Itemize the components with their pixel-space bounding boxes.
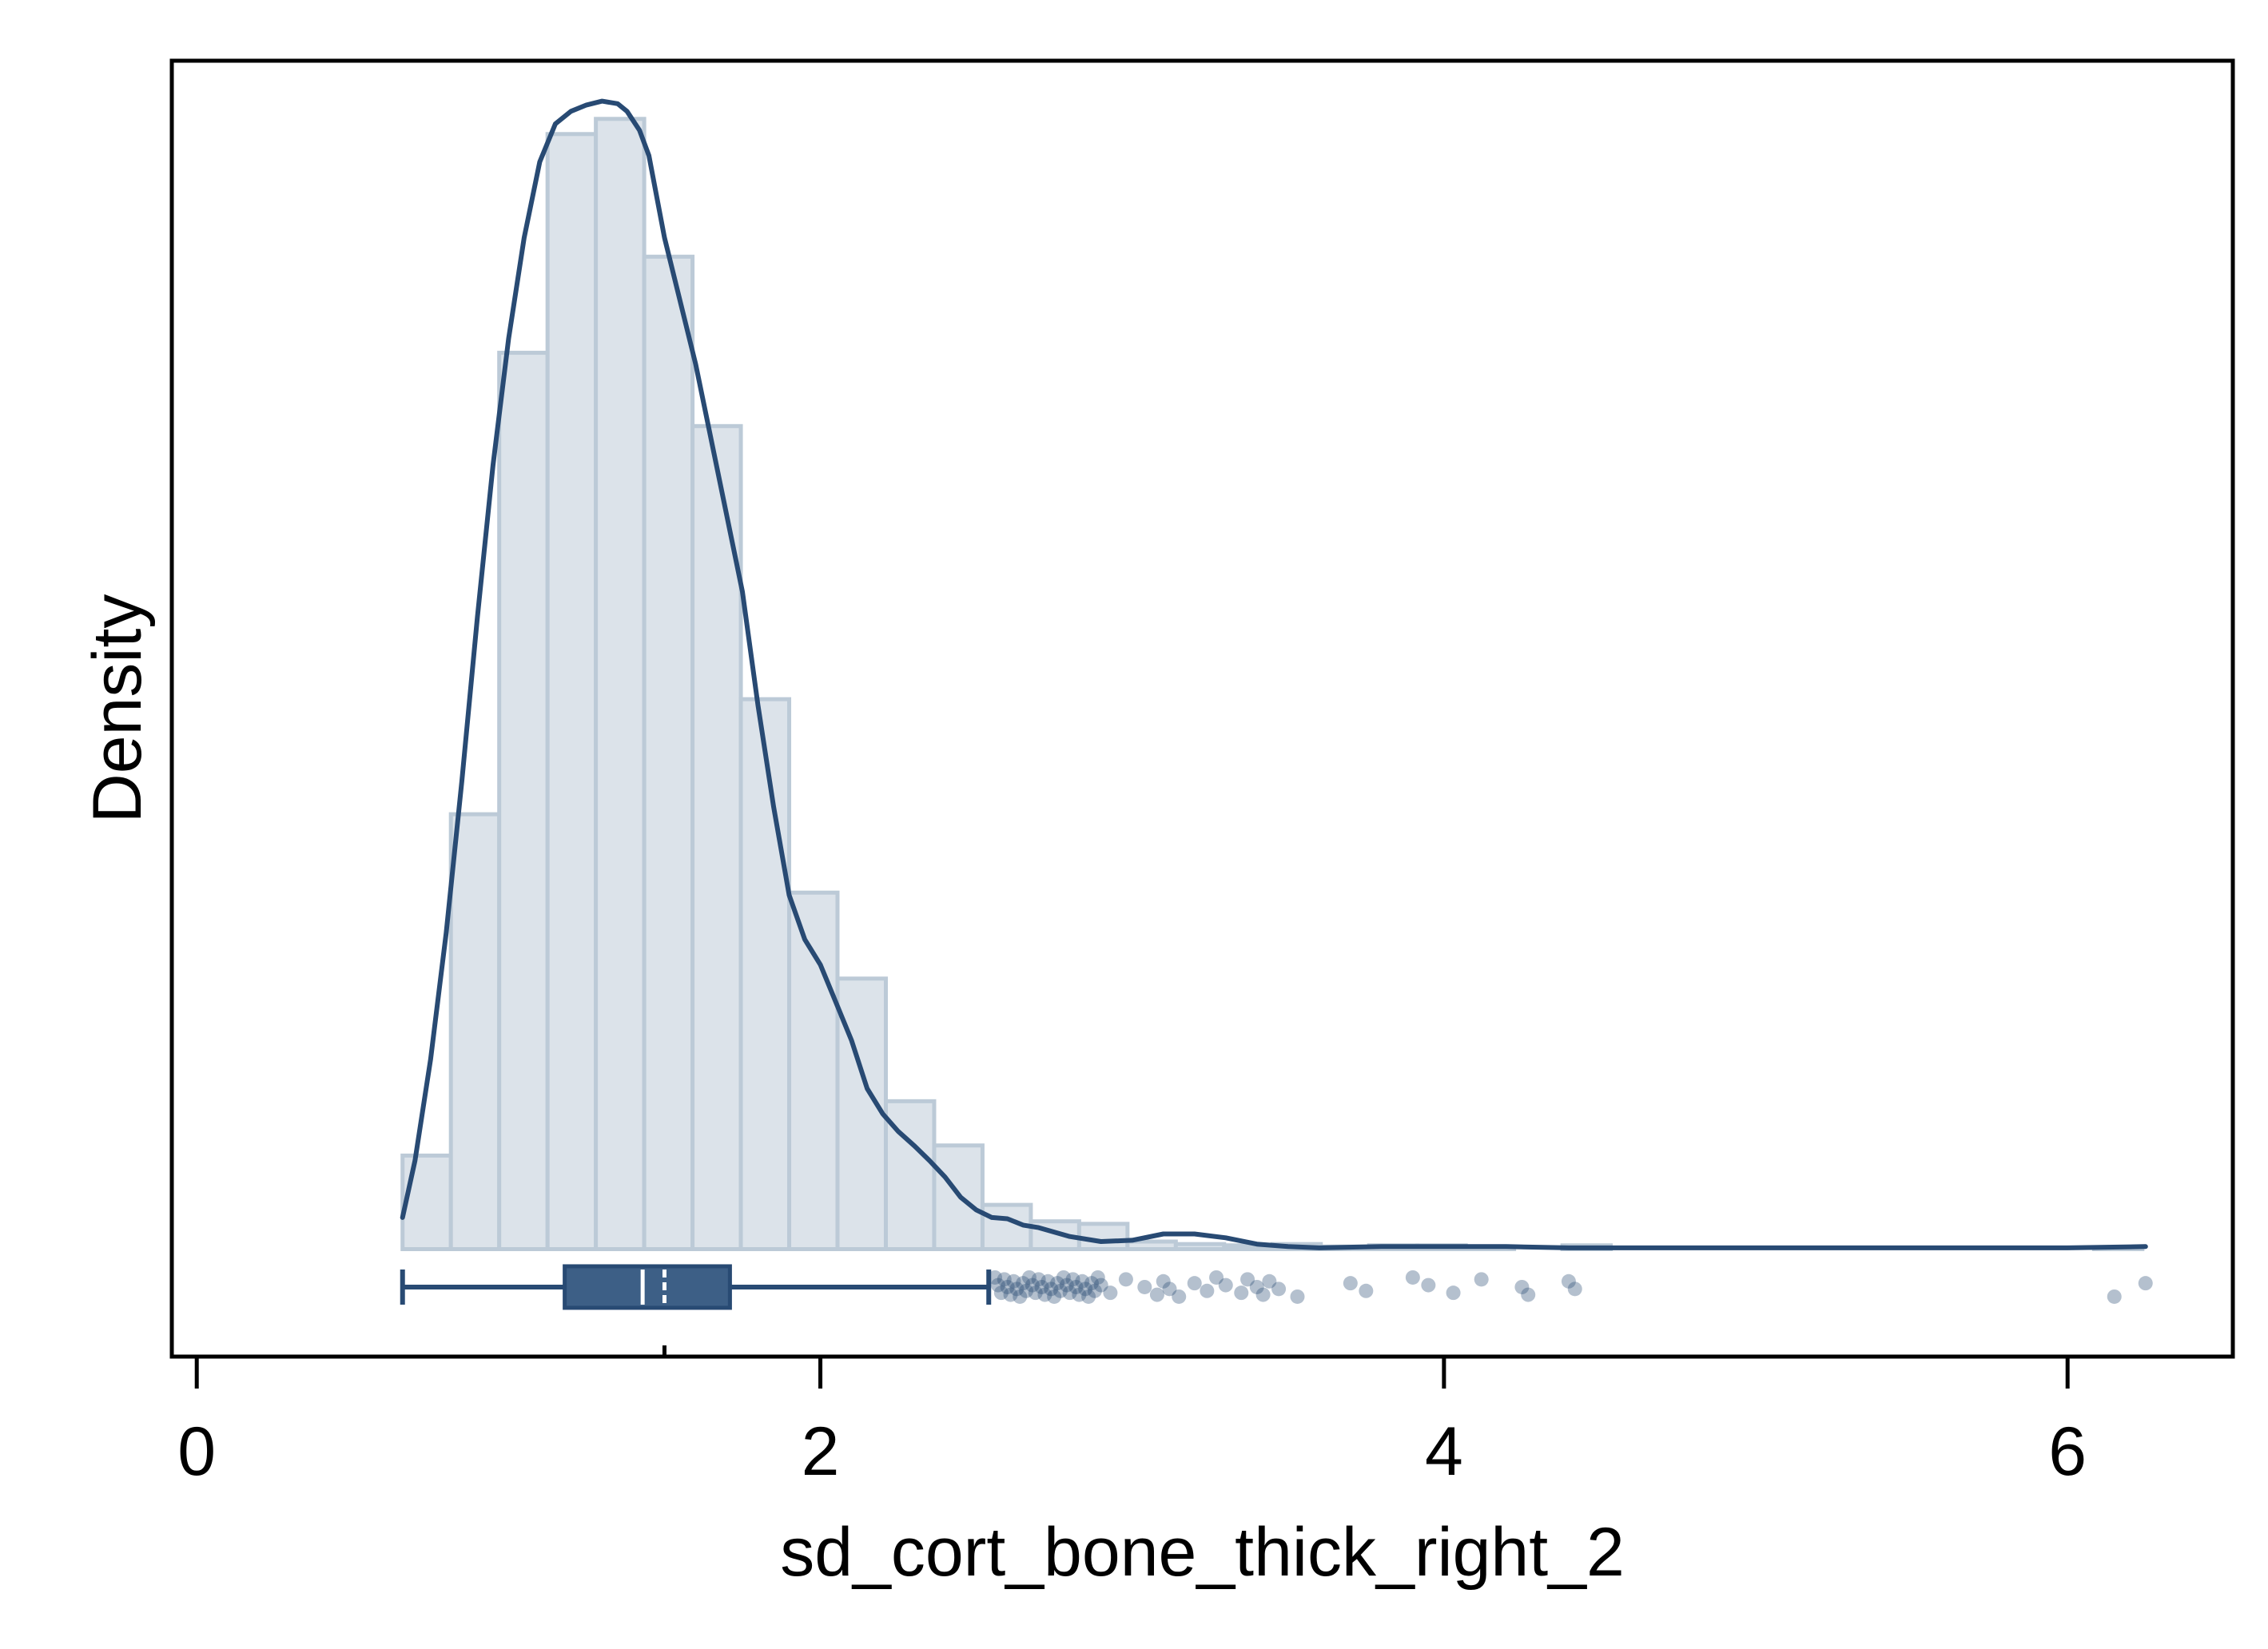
x-axis-tick-label: 0 xyxy=(177,1413,216,1490)
y-axis-label: Density xyxy=(79,594,156,824)
outlier-point xyxy=(1028,1285,1043,1301)
outlier-point xyxy=(1162,1281,1177,1297)
outlier-point xyxy=(1262,1274,1277,1289)
histogram-bar xyxy=(497,351,550,1251)
outlier-point xyxy=(1016,1276,1031,1291)
outlier-point xyxy=(1084,1276,1099,1291)
outlier-point xyxy=(1103,1285,1118,1301)
outlier-point xyxy=(1240,1272,1255,1287)
plot-area xyxy=(400,98,2153,1310)
outlier-point xyxy=(1034,1279,1049,1294)
x-axis: 0 2 4 6 xyxy=(177,1345,2087,1490)
outlier-point xyxy=(1561,1274,1576,1289)
outlier-point xyxy=(1421,1277,1436,1293)
outlier-point xyxy=(1062,1285,1077,1301)
histogram-bar xyxy=(642,254,695,1251)
outlier-point xyxy=(1137,1279,1152,1294)
outlier-point xyxy=(1059,1277,1074,1293)
x-axis-tick-label: 2 xyxy=(802,1413,840,1490)
outlier-point xyxy=(1037,1287,1052,1302)
outlier-point xyxy=(1249,1279,1264,1294)
outlier-point xyxy=(1000,1279,1015,1294)
outlier-point xyxy=(1271,1281,1287,1297)
outlier-point xyxy=(1359,1283,1374,1298)
histogram-bar xyxy=(1076,1222,1130,1251)
outlier-point xyxy=(1343,1276,1358,1291)
outlier-point xyxy=(1172,1289,1187,1304)
histogram-bar xyxy=(738,697,792,1251)
outlier-point xyxy=(1081,1289,1096,1304)
histogram-bar xyxy=(594,117,647,1251)
outlier-point xyxy=(1006,1274,1021,1289)
histogram-bar xyxy=(787,890,840,1251)
outlier-point xyxy=(1090,1270,1105,1285)
outlier-point xyxy=(1013,1289,1028,1304)
outlier-point xyxy=(1149,1287,1164,1302)
histogram-bar xyxy=(690,423,743,1251)
outlier-point xyxy=(1255,1287,1271,1302)
outlier-point xyxy=(1474,1272,1489,1287)
outlier-point xyxy=(1044,1281,1059,1297)
outlier-point xyxy=(1031,1272,1046,1287)
outlier-point xyxy=(997,1272,1012,1287)
outlier-point xyxy=(1290,1289,1305,1304)
outlier-point xyxy=(1234,1285,1249,1301)
outlier-point xyxy=(1021,1270,1037,1285)
outlier-point xyxy=(1209,1270,1224,1285)
outlier-point xyxy=(1567,1281,1582,1297)
outlier-point xyxy=(1065,1272,1080,1287)
histogram-bar xyxy=(1173,1242,1227,1251)
histogram-bar xyxy=(400,1153,453,1251)
histogram-bar xyxy=(1125,1239,1178,1251)
outlier-point xyxy=(1019,1283,1034,1298)
x-axis-label: sd_cort_bone_thick_right_2 xyxy=(780,1514,1625,1591)
outlier-point xyxy=(1072,1287,1087,1302)
outlier-point xyxy=(1025,1277,1040,1293)
outlier-point xyxy=(1078,1281,1093,1297)
outlier-point xyxy=(1040,1274,1056,1289)
x-axis-tick-label: 6 xyxy=(2048,1413,2087,1490)
boxplot-box xyxy=(563,1264,732,1310)
outlier-point xyxy=(1052,1283,1068,1298)
outlier-point xyxy=(2107,1289,2122,1304)
outlier-points xyxy=(988,1270,2153,1304)
outlier-point xyxy=(1009,1281,1025,1297)
density-curve xyxy=(400,98,2148,1250)
outlier-point xyxy=(1187,1276,1202,1291)
outlier-point xyxy=(1405,1270,1420,1285)
outlier-point xyxy=(990,1277,1005,1293)
outlier-point xyxy=(1218,1277,1233,1293)
histogram-bar xyxy=(545,132,599,1251)
histogram-bars xyxy=(400,117,2145,1251)
outlier-point xyxy=(993,1285,1009,1301)
outlier-point xyxy=(988,1270,1003,1285)
outlier-point xyxy=(1118,1272,1133,1287)
outlier-point xyxy=(1521,1287,1536,1302)
outlier-point xyxy=(2138,1276,2153,1291)
x-axis-tick-label: 4 xyxy=(1425,1413,1463,1490)
outlier-point xyxy=(1050,1276,1065,1291)
outlier-point xyxy=(1087,1283,1102,1298)
outlier-point xyxy=(1514,1279,1530,1294)
outlier-point xyxy=(1093,1277,1108,1293)
outlier-point xyxy=(1056,1270,1071,1285)
outlier-point xyxy=(1068,1279,1084,1294)
outlier-point xyxy=(1446,1285,1461,1301)
outlier-point xyxy=(1047,1289,1062,1304)
outlier-point xyxy=(1156,1274,1171,1289)
outlier-point xyxy=(1003,1287,1018,1302)
histogram-bar xyxy=(448,812,502,1251)
outlier-point xyxy=(1075,1274,1090,1289)
outlier-point xyxy=(1200,1283,1215,1298)
plot-frame xyxy=(169,58,2235,1359)
boxplot xyxy=(400,1264,992,1310)
